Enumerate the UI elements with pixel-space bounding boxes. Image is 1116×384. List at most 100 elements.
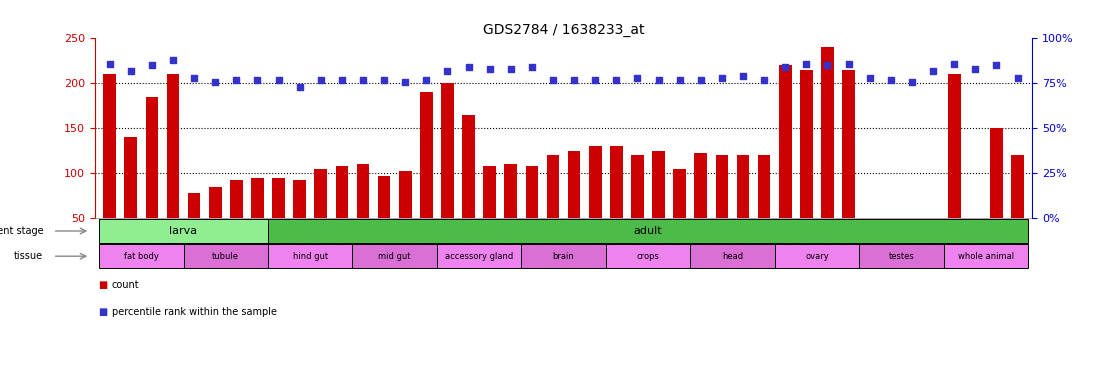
Bar	[99, 244, 183, 268]
Point	[650, 77, 667, 83]
Bar	[420, 93, 433, 263]
Bar	[294, 180, 306, 263]
Point	[545, 77, 562, 83]
Bar	[969, 218, 982, 263]
Point	[924, 68, 942, 74]
Point	[291, 84, 309, 90]
Text: testes: testes	[888, 252, 914, 261]
Bar	[905, 247, 918, 263]
Bar	[268, 244, 353, 268]
Point	[777, 64, 795, 70]
Point	[100, 61, 118, 67]
Bar	[990, 128, 1003, 263]
Text: larva: larva	[170, 226, 198, 236]
Bar	[145, 97, 158, 263]
Point	[417, 77, 435, 83]
Bar	[800, 70, 812, 263]
Bar	[652, 151, 665, 263]
Bar	[821, 47, 834, 263]
Point	[882, 77, 899, 83]
Bar	[779, 65, 791, 263]
Bar	[885, 245, 897, 263]
Bar	[441, 83, 454, 263]
Bar	[183, 244, 268, 268]
Bar	[521, 244, 606, 268]
Bar	[504, 164, 517, 263]
Point	[185, 75, 203, 81]
Bar	[526, 166, 538, 263]
Point	[734, 73, 752, 79]
Point	[798, 61, 816, 67]
Point	[988, 62, 1006, 68]
Bar	[378, 176, 391, 263]
Bar	[268, 219, 1028, 243]
Bar	[315, 169, 327, 263]
Point	[903, 79, 921, 85]
Point	[143, 62, 161, 68]
Text: whole animal: whole animal	[958, 252, 1014, 261]
Point	[270, 77, 288, 83]
Text: adult: adult	[634, 226, 663, 236]
Bar	[694, 153, 708, 263]
Point	[481, 66, 499, 72]
Text: tubule: tubule	[212, 252, 239, 261]
Text: count: count	[112, 280, 140, 290]
Bar	[436, 244, 521, 268]
Bar	[462, 115, 475, 263]
Bar	[353, 244, 436, 268]
Text: mid gut: mid gut	[378, 252, 411, 261]
Point	[1009, 75, 1027, 81]
Bar	[610, 146, 623, 263]
Bar	[1011, 156, 1023, 263]
Bar	[251, 178, 263, 263]
Point	[607, 77, 625, 83]
Point	[354, 77, 372, 83]
Text: tissue: tissue	[15, 251, 44, 261]
Point	[396, 79, 414, 85]
Point	[439, 68, 456, 74]
Bar	[673, 169, 686, 263]
Text: fat body: fat body	[124, 252, 158, 261]
Bar	[357, 164, 369, 263]
Title: GDS2784 / 1638233_at: GDS2784 / 1638233_at	[483, 23, 644, 37]
Bar	[926, 238, 940, 263]
Bar	[691, 244, 775, 268]
Bar	[124, 137, 137, 263]
Bar	[547, 156, 559, 263]
Bar	[272, 178, 285, 263]
Point	[206, 79, 224, 85]
Bar	[758, 156, 770, 263]
Point	[122, 68, 140, 74]
Point	[164, 57, 182, 63]
Bar	[568, 151, 580, 263]
Point	[586, 77, 604, 83]
Bar	[230, 180, 242, 263]
Bar	[166, 74, 180, 263]
Point	[839, 61, 857, 67]
Bar	[632, 156, 644, 263]
Text: development stage: development stage	[0, 226, 44, 236]
Bar	[483, 166, 496, 263]
Point	[860, 75, 878, 81]
Text: ■: ■	[98, 307, 107, 317]
Bar	[589, 146, 602, 263]
Bar	[944, 244, 1028, 268]
Point	[966, 66, 984, 72]
Bar	[947, 74, 961, 263]
Text: percentile rank within the sample: percentile rank within the sample	[112, 307, 277, 317]
Bar	[715, 156, 729, 263]
Bar	[737, 156, 749, 263]
Bar	[606, 244, 691, 268]
Point	[756, 77, 773, 83]
Point	[375, 77, 393, 83]
Point	[311, 77, 329, 83]
Bar	[336, 166, 348, 263]
Bar	[209, 187, 222, 263]
Bar	[775, 244, 859, 268]
Point	[692, 77, 710, 83]
Bar	[859, 244, 944, 268]
Point	[671, 77, 689, 83]
Point	[818, 62, 836, 68]
Text: head: head	[722, 252, 743, 261]
Point	[333, 77, 350, 83]
